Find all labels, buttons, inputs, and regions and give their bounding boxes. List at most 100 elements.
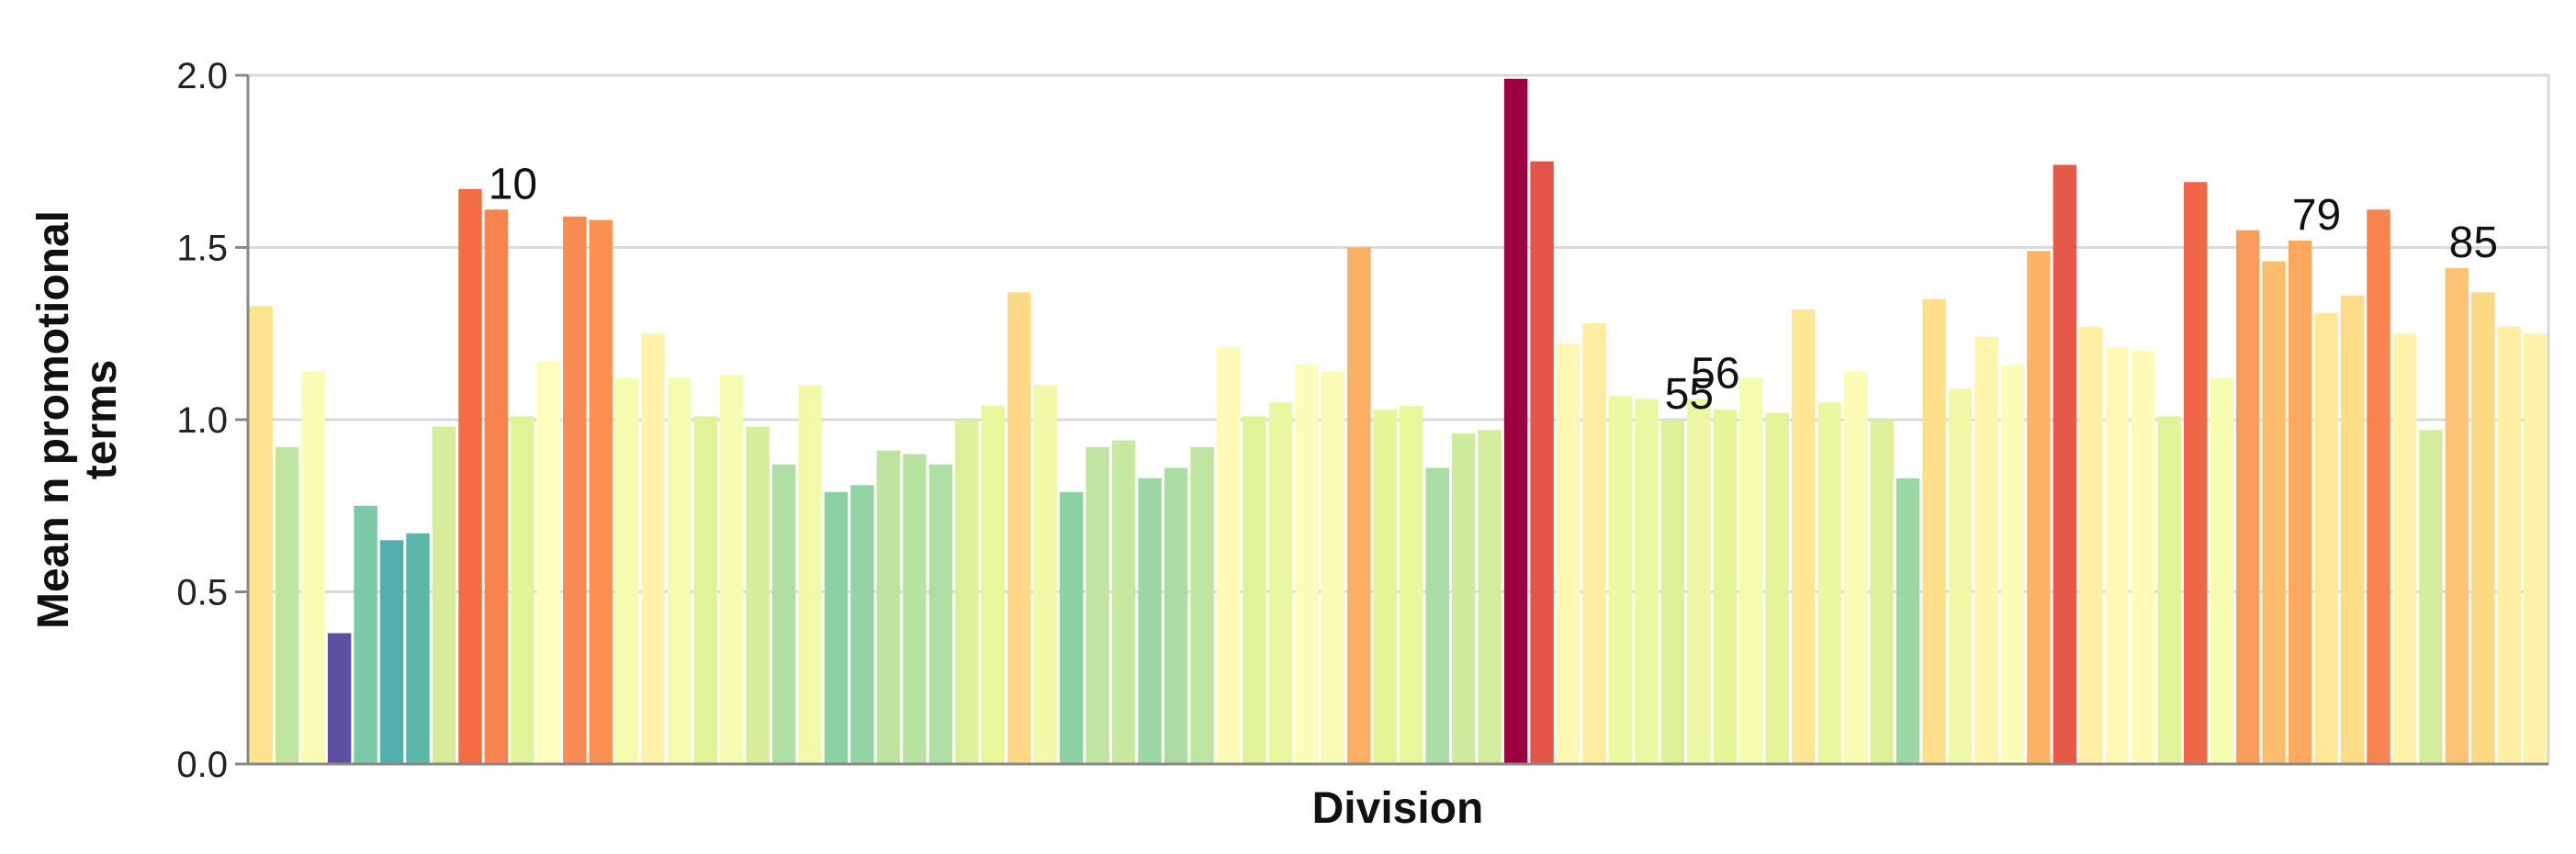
bar [2079,326,2103,764]
bar [2445,268,2469,764]
bar [1347,247,1371,764]
bar [1974,337,1998,764]
bar [327,633,352,764]
bar [1216,347,1241,764]
bar [1660,420,1685,764]
bar [850,485,874,764]
bar [928,464,953,764]
bar [2497,326,2522,764]
bar [2235,230,2260,764]
y-tick-label: 2.0 [176,56,228,96]
bar [2210,378,2233,764]
bar [2392,333,2417,764]
bar [1007,292,1031,764]
bar [406,533,430,764]
bar [1243,416,1266,764]
bar [667,378,692,764]
bar-annotation-label: 55 [1665,370,1714,419]
bar [432,426,456,764]
bar [1086,447,1109,764]
bar [301,371,325,764]
bar [1765,412,1789,764]
bar [955,420,979,764]
bar [2262,261,2286,764]
bar [903,454,927,764]
bar [1268,402,1293,764]
bar [589,219,613,764]
bar [1059,491,1084,764]
bar [771,464,796,764]
y-tick-label: 1.0 [176,400,228,441]
bar [615,378,639,764]
bar [1582,323,1606,764]
bar-annotation-label: 79 [2292,191,2341,240]
bar [275,447,299,764]
bar [2419,430,2443,764]
x-axis-title: Division [1312,784,1484,833]
bar [2340,296,2365,764]
bar [1843,371,1868,764]
bar [1478,430,1502,764]
bar [1530,161,1554,764]
bar-annotation-label: 85 [2449,219,2498,267]
y-tick-label: 0.5 [176,573,228,613]
bar [2288,241,2312,764]
bar [1373,409,1397,764]
bar [1608,395,1633,764]
bar [379,540,404,764]
bar [2524,333,2548,764]
bar [1739,378,1763,764]
bar [2027,251,2051,764]
bar [2183,182,2208,764]
bar [536,361,561,764]
bar [2157,416,2181,764]
bar [824,491,849,764]
bar [1817,402,1841,764]
bar [693,416,717,764]
bars [249,78,2548,764]
bar [2105,347,2130,764]
y-tick-label: 1.5 [176,229,228,269]
bar [1922,298,1946,764]
bar [563,216,587,764]
bar-annotation-label: 10 [489,160,537,208]
bar [249,306,273,764]
bar [1138,478,1162,764]
bar [798,385,822,764]
bar [1451,433,1476,764]
bar [641,333,665,764]
bar [746,426,770,764]
bar [1111,440,1136,764]
bar [1400,406,1423,764]
bar [2314,312,2338,764]
bar [2053,164,2077,764]
bar [1321,371,1345,764]
bar [1425,467,1449,764]
bar [1164,467,1188,764]
bar [876,450,901,764]
bar [1190,447,1214,764]
bar [1713,409,1738,764]
bar [354,505,377,764]
bar [1635,399,1659,764]
bar [1295,365,1319,764]
bar [2471,292,2495,764]
bar [719,375,744,764]
bar [2132,351,2155,764]
bar [1687,399,1711,764]
bar [1503,78,1528,764]
bar [511,416,534,764]
bar [1870,420,1894,764]
bar [2367,209,2390,764]
bar [484,209,509,764]
bar [1948,388,1973,764]
bar [981,406,1006,764]
bar-annotation-label: 56 [1691,350,1739,399]
bar [2000,365,2025,764]
y-axis-title: Mean n promotionalterms [29,210,126,629]
bar [1033,385,1057,764]
y-tick-label: 0.0 [176,745,228,785]
bar [1895,478,1920,764]
